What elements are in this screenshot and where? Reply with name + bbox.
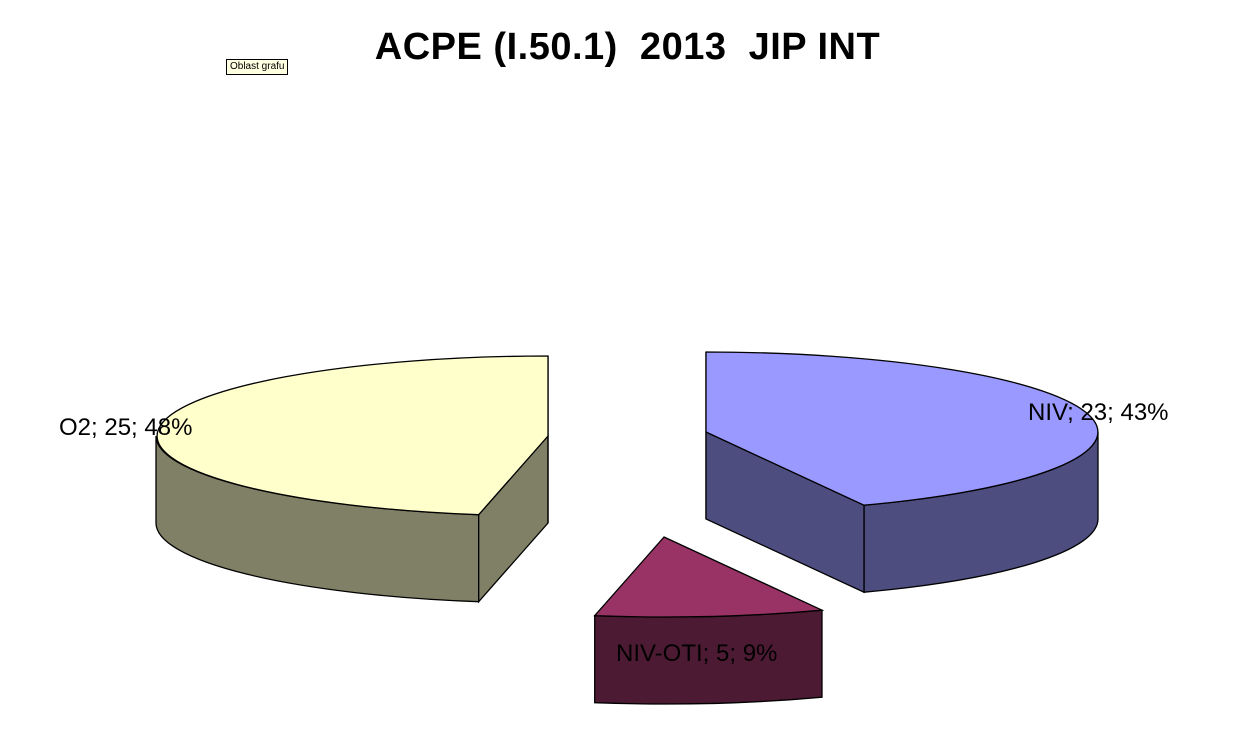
slice-niv-oti[interactable]: [593, 536, 825, 705]
slice-label-o2: O2; 25; 48%: [59, 414, 192, 441]
slice-o2[interactable]: [155, 355, 549, 604]
slice-label-niv-oti: NIV-OTI; 5; 9%: [616, 640, 777, 667]
slice-top-niv: [705, 351, 1099, 506]
slice-top-niv-oti: [593, 536, 825, 618]
chart-title: ACPE (I.50.1) 2013 JIP INT: [374, 26, 881, 68]
slice-top-o2: [156, 355, 549, 516]
slice-label-niv: NIV; 23; 43%: [1028, 399, 1169, 426]
chart-area-tooltip: Oblast grafu: [226, 59, 289, 75]
slice-niv[interactable]: [705, 351, 1099, 594]
